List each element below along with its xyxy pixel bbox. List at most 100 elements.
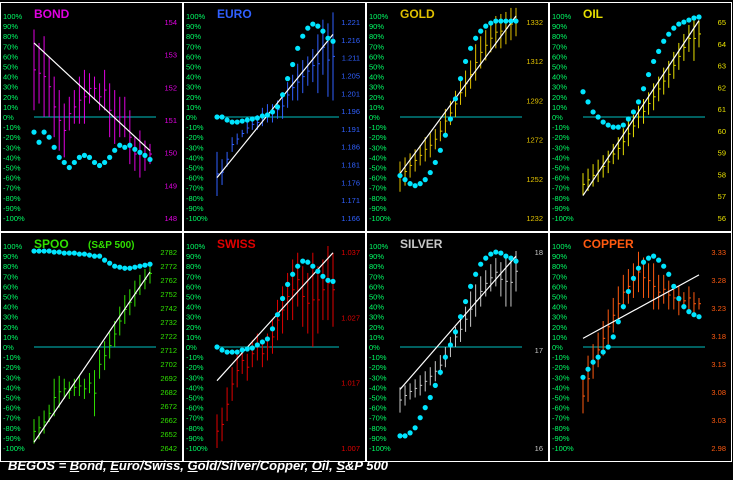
spoo-dot [31,248,37,254]
gold-price-tick-label: 1252 [526,175,543,184]
silver-pct-tick-label: 0% [369,343,380,352]
silver-dot [468,283,474,289]
euro-dot [315,23,321,29]
footer-o-letter: O [311,458,322,473]
spoo-dot [51,249,57,255]
spoo-dot [132,264,138,270]
oil-dot [666,31,672,37]
bond-dot [117,142,123,148]
silver-dot [508,255,514,261]
silver-dot [513,258,519,264]
copper-pct-tick-label: 100% [552,242,572,251]
oil-price-tick-label: 59 [718,149,726,158]
bond-dot [36,139,42,145]
silver-trend-line [399,255,517,390]
silver-dot [483,255,489,261]
swiss-pct-tick-label: 0% [186,343,197,352]
footer-o-rest: il, [321,458,337,473]
copper-dot [645,255,652,261]
oil-dot [610,124,616,130]
euro-pct-tick-label: -100% [186,214,208,223]
oil-dot [585,99,591,105]
silver-dot [427,394,433,401]
oil-pct-tick-label: -100% [552,214,574,223]
euro-dot [305,25,311,31]
gold-pct-tick-label: 40% [369,73,384,82]
oil-pct-tick-label: -60% [552,174,570,183]
copper-pct-tick-label: -70% [552,414,570,423]
swiss-dot [305,259,311,265]
oil-pct-tick-label: -50% [552,164,570,173]
spoo-dot [107,260,113,266]
euro-pct-tick-label: 70% [186,42,201,51]
spoo-price-tick-label: 2712 [160,346,177,355]
swiss-pct-tick-label: 50% [186,293,201,302]
bond-dot [142,152,148,158]
footer-prefix: BEGOS = [8,458,70,473]
silver-pct-tick-label: 70% [369,272,384,281]
spoo-trend-line [33,271,151,443]
bond-pct-tick-label: 50% [3,63,18,72]
euro-dot [219,114,225,120]
copper-pct-tick-label: 10% [552,333,567,342]
silver-dot [417,415,423,421]
swiss-dot [249,345,255,351]
swiss-price-tick-label: 1.027 [341,313,360,322]
gold-dot [478,28,484,34]
gold-pct-tick-label: -60% [369,174,387,183]
swiss-pct-tick-label: -40% [186,383,204,392]
bond-pct-tick-label: 20% [3,93,18,102]
spoo-dot [86,252,93,258]
gold-dot [437,147,443,153]
copper-dot [590,359,596,365]
copper-price-tick-label: 3.13 [711,360,726,369]
gold-pct-tick-label: 60% [369,52,384,61]
swiss-pct-tick-label: 100% [186,242,206,251]
gold-dot [422,177,428,183]
euro-price-tick-label: 1.186 [341,143,360,152]
spoo-pct-tick-label: -100% [3,444,25,453]
silver-dot [422,405,428,411]
silver-dot [462,298,469,305]
copper-pct-tick-label: 80% [552,262,567,271]
euro-price-tick-label: 1.196 [341,107,360,116]
oil-dot [630,109,637,115]
copper-dot [610,334,616,340]
spoo-price-tick-label: 2702 [160,360,177,369]
bond-pct-tick-label: -40% [3,153,21,162]
gold-pct-tick-label: 100% [369,12,389,21]
bond-pct-tick-label: -20% [3,133,21,142]
gold-dot [452,96,459,102]
bond-pct-tick-label: 90% [3,22,18,31]
gold-dot [503,18,509,24]
gold-dot [488,20,494,26]
gold-price-tick-label: 1272 [526,136,543,145]
gold-pct-tick-label: -30% [369,143,387,152]
euro-pct-tick-label: -80% [186,194,204,203]
gold-pct-tick-label: 50% [369,63,384,72]
euro-pct-tick-label: -60% [186,174,204,183]
euro-pct-tick-label: -20% [186,133,204,142]
spoo-price-tick-label: 2782 [160,248,177,257]
bond-pct-tick-label: -50% [3,164,21,173]
oil-pct-tick-label: 70% [552,42,567,51]
spoo-subtitle: (S&P 500) [88,240,135,251]
spoo-dot [56,249,62,255]
spoo-pct-tick-label: -40% [3,383,21,392]
copper-dot [615,319,621,325]
copper-dot [661,263,667,269]
spoo-pct-tick-label: 40% [3,303,18,312]
euro-pct-tick-label: 0% [186,113,197,122]
spoo-pct-tick-label: 60% [3,282,18,291]
swiss-dot [234,349,240,355]
swiss-dot [244,346,250,352]
bond-price-tick-label: 152 [164,83,177,92]
bond-pct-tick-label: -80% [3,194,21,203]
copper-price-tick-label: 3.18 [711,332,726,341]
silver-pct-tick-label: -80% [369,424,387,433]
bond-pct-tick-label: 10% [3,103,18,112]
bond-dot [56,154,62,160]
silver-dot [503,253,509,259]
gold-pct-tick-label: 70% [369,42,384,51]
swiss-pct-tick-label: 90% [186,252,201,261]
